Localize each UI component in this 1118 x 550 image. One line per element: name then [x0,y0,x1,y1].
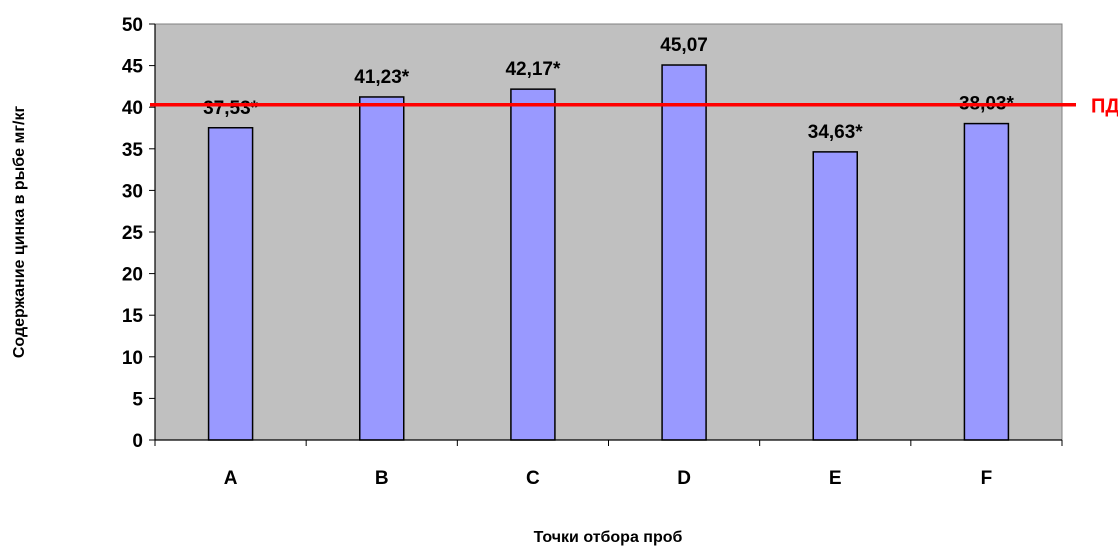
bar-F [963,122,1010,441]
y-tick-marks [149,23,155,441]
bar-E [812,151,858,441]
y-tick-label: 40 [122,98,143,119]
y-tick-label: 10 [122,348,143,369]
y-tick-label: 45 [122,57,144,78]
bar-A [207,127,254,441]
y-tick-label: 50 [122,15,143,36]
x-tick-label-F: F [981,468,993,489]
plot-area [154,23,1063,441]
bar-B [359,96,405,441]
x-tick-label-D: D [677,468,691,489]
x-tick-label-A: A [224,468,238,489]
data-label-C: 42,17* [505,59,561,80]
y-tick-label: 0 [132,431,143,452]
pdk-reference-label: ПДК [1091,96,1118,118]
bar-C [510,88,556,441]
data-label-A: 37,53* [203,98,259,119]
y-tick-label: 15 [122,306,144,327]
data-label-E: 34,63* [808,122,864,143]
x-tick-marks [154,440,1063,446]
bars [207,64,1010,441]
x-tick-label-E: E [829,468,842,489]
bar-D [661,64,707,441]
x-tick-label-B: B [375,468,389,489]
x-axis-title: Точки отбора проб [534,529,683,546]
y-tick-labels: 0 5 10 15 20 25 30 35 40 45 50 [122,15,144,452]
data-label-B: 41,23* [354,67,410,88]
y-tick-label: 5 [132,389,143,410]
x-tick-label-C: C [526,468,540,489]
data-label-D: 45,07 [660,35,708,56]
x-tick-labels: A B C D E F [224,468,993,489]
y-tick-label: 20 [122,265,143,286]
y-tick-label: 25 [122,223,144,244]
y-tick-label: 35 [122,140,144,161]
y-tick-label: 30 [122,181,143,202]
y-axis-title: Содержание цинка в рыбе мг/кг [11,106,28,359]
